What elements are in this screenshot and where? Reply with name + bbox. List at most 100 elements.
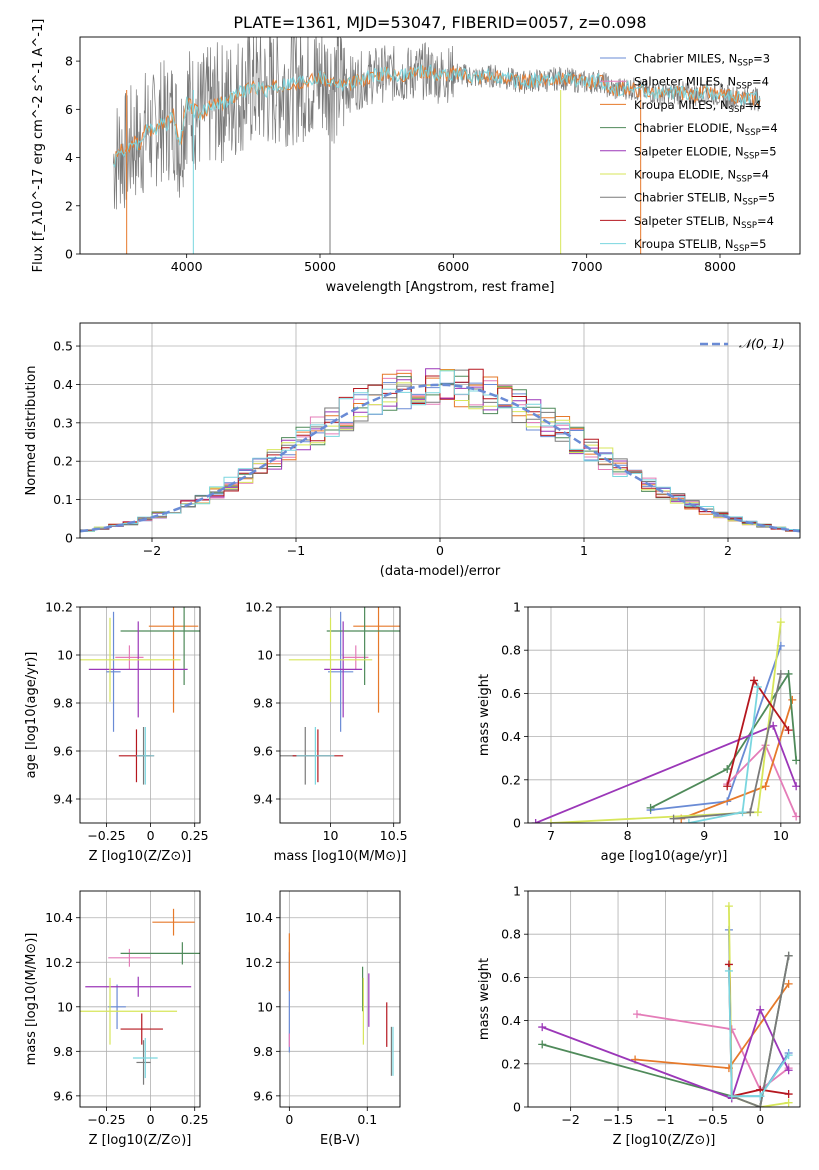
x-tick-label: 7000 bbox=[571, 259, 603, 274]
y-tick-label: 10 bbox=[57, 648, 73, 663]
weight-point bbox=[784, 1090, 793, 1099]
axes-frame bbox=[79, 606, 201, 824]
observed-spectrum bbox=[112, 37, 761, 210]
x-tick-label: 0 bbox=[285, 1112, 293, 1127]
y-tick-label: 9.6 bbox=[53, 1088, 73, 1103]
x-tick-label: −1 bbox=[287, 543, 305, 558]
y-tick-label: 0.4 bbox=[501, 1013, 521, 1028]
y-tick-label: 0 bbox=[65, 247, 73, 262]
x-axis-label: age [log10(age/yr)] bbox=[601, 849, 728, 864]
x-tick-label: 10 bbox=[323, 828, 339, 843]
x-tick-label: 6000 bbox=[437, 259, 469, 274]
legend-series-name: Salpeter ELODIE, N bbox=[634, 144, 744, 158]
legend-subscript: SSP bbox=[736, 175, 752, 185]
weight-point bbox=[792, 812, 800, 821]
plot-area bbox=[80, 607, 200, 785]
legend-label: Chabrier ELODIE, NSSP=4 bbox=[634, 121, 778, 138]
weight-line bbox=[541, 1007, 790, 1100]
legend-nssp: =4 bbox=[752, 168, 769, 182]
legend-series-name: Kroupa STELIB, N bbox=[634, 237, 734, 251]
legend-series-name: Salpeter STELIB, N bbox=[634, 214, 741, 228]
y-tick-label: 0.1 bbox=[53, 492, 73, 507]
x-axis-label: Z [log10(Z/Z⊙)] bbox=[89, 849, 192, 864]
plot-area bbox=[288, 933, 394, 1076]
x-tick-label: 0.25 bbox=[181, 1112, 209, 1127]
y-tick-label: 2 bbox=[65, 198, 73, 213]
y-tick-label: 0.6 bbox=[501, 970, 521, 985]
y-tick-label: 4 bbox=[65, 150, 73, 165]
weight-point bbox=[753, 808, 762, 817]
y-tick-label: 10 bbox=[57, 999, 73, 1014]
weight-point bbox=[531, 819, 540, 823]
plot-area bbox=[531, 618, 800, 823]
y-tick-label: 10.2 bbox=[45, 955, 73, 970]
legend-series-name: Salpeter MILES, N bbox=[634, 75, 736, 89]
x-tick-label: −0.25 bbox=[87, 828, 125, 843]
y-tick-label: 0.4 bbox=[501, 729, 521, 744]
weight-point bbox=[784, 1098, 793, 1107]
weight-point bbox=[723, 765, 732, 773]
x-tick-label: 5000 bbox=[304, 259, 336, 274]
y-tick-label: 10 bbox=[257, 999, 273, 1014]
y-tick-label: 0.5 bbox=[53, 339, 73, 354]
x-tick-label: 0 bbox=[756, 1112, 764, 1127]
y-tick-label: 10.4 bbox=[245, 910, 273, 925]
weight-point bbox=[684, 819, 693, 823]
legend-label: Salpeter STELIB, NSSP=4 bbox=[634, 214, 774, 231]
x-tick-label: 2 bbox=[724, 543, 732, 558]
weight-point bbox=[784, 726, 793, 735]
x-tick-label: 8000 bbox=[704, 259, 736, 274]
weight-point bbox=[750, 676, 759, 685]
axes-frame bbox=[79, 322, 801, 539]
y-tick-label: 9.4 bbox=[253, 792, 273, 807]
weight-point bbox=[784, 1066, 793, 1075]
x-tick-label: 0.1 bbox=[357, 1112, 377, 1127]
legend-series-name: Chabrier ELODIE, N bbox=[634, 121, 745, 135]
weight-point bbox=[792, 756, 800, 765]
weight-point bbox=[761, 782, 770, 791]
panel-age-vs-mass: 10 10.5 9.4 9.6 9.8 10 10.2 mass [log10(M/M⊙)] bbox=[245, 600, 407, 865]
x-tick-label: 0 bbox=[147, 1112, 155, 1127]
axes-frame bbox=[279, 890, 401, 1108]
legend-series-name: Kroupa MILES, N bbox=[634, 98, 729, 112]
axes-frame bbox=[79, 36, 801, 255]
x-tick-label: −1.5 bbox=[603, 1112, 633, 1127]
weight-point bbox=[784, 979, 793, 988]
weight-point bbox=[746, 808, 755, 817]
legend-subscript: SSP bbox=[729, 105, 745, 115]
figure-title: PLATE=1361, MJD=53047, FIBERID=0057, z=0… bbox=[233, 13, 646, 32]
legend-nssp: =5 bbox=[749, 237, 766, 251]
plot-area bbox=[280, 607, 400, 785]
y-axis-label: Flux [f_λ10^-17 erg cm^-2 s^-1 A^-1] bbox=[31, 19, 46, 273]
x-tick-label: −2 bbox=[143, 543, 161, 558]
weight-point bbox=[546, 819, 555, 823]
x-tick-label: 0 bbox=[436, 543, 444, 558]
panel-weight-vs-Z: −2 −1.5 −1 −0.5 0 0 0.2 0.4 0.6 0.8 1 Z [log10(Z/Z⊙… bbox=[477, 884, 801, 1148]
legend-label: Salpeter ELODIE, NSSP=5 bbox=[634, 144, 777, 161]
x-tick-label: 1 bbox=[580, 543, 588, 558]
legend-label: Kroupa ELODIE, NSSP=4 bbox=[634, 168, 769, 185]
y-tick-label: 10.2 bbox=[45, 600, 73, 615]
weight-line bbox=[728, 970, 790, 1098]
y-tick-label: 0 bbox=[65, 531, 73, 546]
legend-nssp: =4 bbox=[761, 121, 778, 135]
panel-mass-vs-ebv: 0 0.1 9.6 9.8 10 10.2 10.4 E(B-V) bbox=[245, 890, 401, 1148]
y-tick-label: 9.8 bbox=[253, 696, 273, 711]
y-tick-label: 0.8 bbox=[501, 643, 521, 658]
x-axis-label: E(B-V) bbox=[320, 1133, 360, 1148]
x-axis-label: Z [log10(Z/Z⊙)] bbox=[613, 1133, 716, 1148]
y-tick-label: 10.4 bbox=[45, 910, 73, 925]
axes-frame bbox=[79, 890, 201, 1108]
weight-point bbox=[792, 782, 800, 791]
weight-point bbox=[769, 721, 778, 730]
weight-point bbox=[724, 966, 733, 975]
weight-line bbox=[726, 678, 790, 787]
panel-spectrum: 4000 5000 6000 7000 8000 0 2 4 6 8 wavelength [Ang… bbox=[31, 19, 801, 295]
y-tick-label: 1 bbox=[513, 600, 521, 615]
x-tick-label: −0.25 bbox=[87, 1112, 125, 1127]
legend-series-name: Chabrier STELIB, N bbox=[634, 191, 742, 205]
axes-frame bbox=[527, 606, 801, 824]
x-tick-label: 0.25 bbox=[181, 828, 209, 843]
